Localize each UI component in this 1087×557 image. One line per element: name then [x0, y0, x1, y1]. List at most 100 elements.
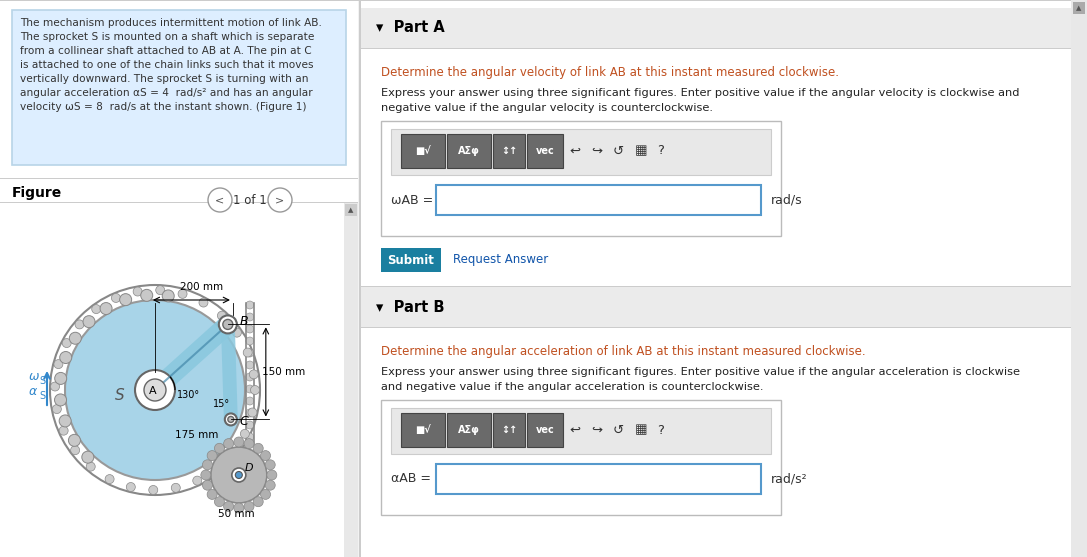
Text: ↕↑: ↕↑ [501, 146, 517, 156]
Bar [447, 413, 491, 447]
Bar [391, 129, 771, 175]
Text: negative value if the angular velocity is counterclockwise.: negative value if the angular velocity i… [382, 103, 713, 113]
Circle shape [224, 501, 234, 511]
Circle shape [202, 480, 212, 490]
Circle shape [71, 446, 79, 455]
Circle shape [261, 451, 271, 461]
Bar [493, 134, 525, 168]
Bar [0, 0, 1087, 1]
Bar [0, 178, 358, 179]
Circle shape [265, 460, 275, 470]
Circle shape [214, 497, 224, 507]
Circle shape [261, 490, 271, 500]
Bar [0, 0, 358, 557]
Circle shape [62, 339, 72, 348]
Circle shape [149, 486, 158, 495]
Text: ↕↑: ↕↑ [501, 425, 517, 435]
Text: ▾  Part B: ▾ Part B [376, 300, 445, 315]
Circle shape [192, 476, 202, 485]
Circle shape [249, 370, 259, 379]
Text: rad/s: rad/s [771, 193, 802, 207]
Text: is attached to one of the chain links such that it moves: is attached to one of the chain links su… [20, 60, 313, 70]
Text: ↺: ↺ [613, 144, 624, 158]
Text: ■√: ■√ [415, 146, 430, 156]
Bar [343, 203, 358, 557]
Circle shape [265, 480, 275, 490]
Bar [361, 8, 1071, 48]
Bar [0, 202, 358, 203]
Text: <: < [215, 195, 225, 205]
Circle shape [59, 426, 68, 435]
Bar [361, 286, 1071, 287]
Circle shape [246, 349, 254, 357]
Text: ωAB =: ωAB = [391, 193, 434, 207]
Text: ΑΣφ: ΑΣφ [458, 146, 480, 156]
Circle shape [75, 320, 84, 329]
Circle shape [65, 300, 245, 480]
Circle shape [54, 373, 66, 384]
Circle shape [112, 294, 121, 302]
Circle shape [223, 319, 233, 329]
Circle shape [212, 465, 221, 473]
Text: vertically downward. The sprocket S is turning with an: vertically downward. The sprocket S is t… [20, 74, 309, 84]
Circle shape [246, 361, 254, 369]
Circle shape [208, 490, 217, 500]
Circle shape [126, 482, 135, 491]
Bar [527, 134, 563, 168]
Bar [527, 413, 563, 447]
Circle shape [250, 385, 260, 394]
Circle shape [54, 360, 63, 369]
Text: ↪: ↪ [591, 144, 602, 158]
Circle shape [214, 443, 224, 453]
Circle shape [208, 451, 217, 461]
Text: ΑΣφ: ΑΣφ [458, 425, 480, 435]
Text: ↪: ↪ [591, 423, 602, 437]
Circle shape [91, 305, 101, 314]
Circle shape [228, 417, 234, 422]
Circle shape [100, 302, 112, 315]
Circle shape [162, 290, 174, 302]
Circle shape [246, 301, 254, 309]
Text: The sprocket S is mounted on a shaft which is separate: The sprocket S is mounted on a shaft whi… [20, 32, 314, 42]
Text: Determine the angular acceleration of link AB at this instant measured clockwise: Determine the angular acceleration of li… [382, 345, 865, 358]
Circle shape [232, 468, 246, 482]
Bar [359, 0, 361, 557]
Bar [1071, 0, 1087, 557]
Circle shape [140, 290, 152, 301]
Text: 50 mm: 50 mm [217, 509, 254, 519]
Circle shape [233, 328, 241, 337]
Text: vec: vec [536, 425, 554, 435]
Circle shape [246, 337, 254, 345]
Text: ■√: ■√ [415, 425, 430, 435]
Text: angular acceleration αS = 4  rad/s² and has an angular: angular acceleration αS = 4 rad/s² and h… [20, 88, 313, 98]
Text: S: S [39, 376, 46, 386]
Text: ?: ? [657, 144, 664, 158]
Circle shape [246, 385, 254, 393]
Text: Express your answer using three significant figures. Enter positive value if the: Express your answer using three signific… [382, 367, 1020, 377]
Bar [345, 204, 357, 216]
Circle shape [225, 413, 237, 426]
Circle shape [199, 298, 208, 307]
Circle shape [246, 313, 254, 321]
Circle shape [253, 443, 263, 453]
Circle shape [266, 470, 277, 480]
Circle shape [202, 460, 212, 470]
Bar [382, 121, 780, 236]
Circle shape [234, 437, 243, 447]
Circle shape [68, 434, 80, 446]
Circle shape [51, 382, 60, 391]
Circle shape [201, 470, 211, 480]
Text: 15°: 15° [213, 399, 230, 409]
Circle shape [240, 429, 249, 438]
Circle shape [178, 290, 187, 299]
Circle shape [143, 379, 166, 401]
Circle shape [218, 315, 237, 334]
Text: αAB =: αAB = [391, 472, 432, 486]
Text: B: B [240, 315, 249, 328]
Circle shape [246, 409, 254, 417]
Circle shape [243, 348, 252, 357]
Text: 130°: 130° [177, 390, 200, 400]
Circle shape [234, 503, 243, 513]
Text: A: A [149, 386, 157, 396]
Bar [361, 48, 1071, 49]
